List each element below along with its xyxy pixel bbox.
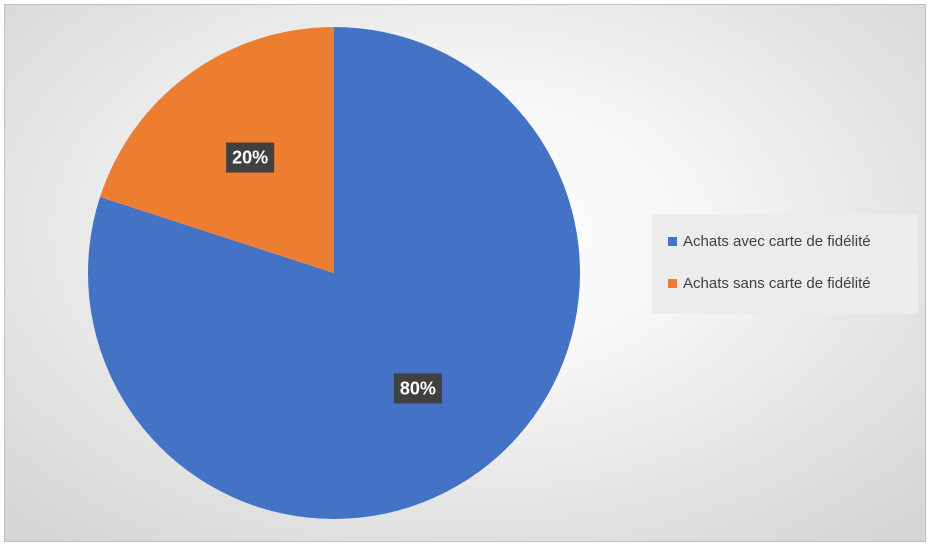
data-label: 20% <box>226 142 275 173</box>
legend-label: Achats avec carte de fidélité <box>683 232 871 250</box>
data-label: 80% <box>393 373 442 404</box>
legend-item: Achats sans carte de fidélité <box>668 272 918 294</box>
data-label-text: 80% <box>400 378 436 398</box>
data-label-text: 20% <box>232 148 268 168</box>
chart-area: 80% 20% Achats avec carte de fidélité Ach… <box>4 4 926 542</box>
legend-item: Achats avec carte de fidélité <box>668 230 918 252</box>
data-label-box <box>393 373 442 404</box>
legend: Achats avec carte de fidélité Achats san… <box>652 214 918 314</box>
pie-slice <box>100 27 334 273</box>
pie-chart: 80% 20% <box>87 27 581 519</box>
legend-label: Achats sans carte de fidélité <box>683 274 871 292</box>
data-label-box <box>226 142 275 173</box>
legend-swatch <box>668 236 677 246</box>
legend-swatch <box>668 278 677 288</box>
